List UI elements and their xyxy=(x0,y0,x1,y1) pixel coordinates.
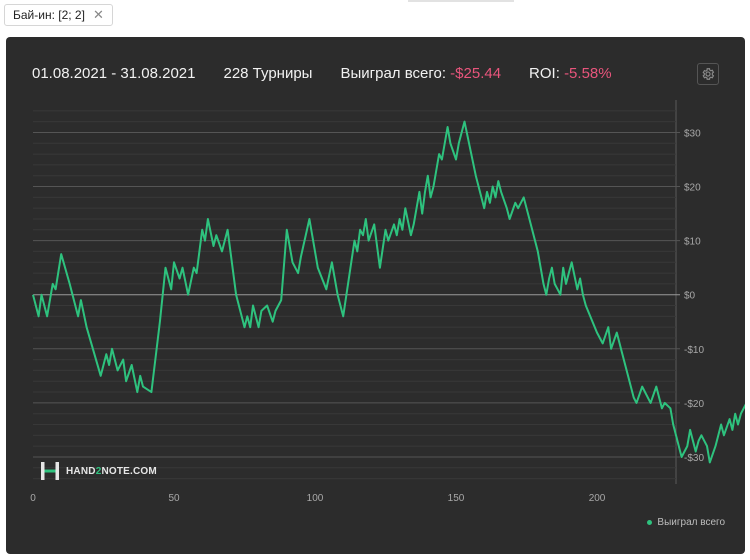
won-total-label: Выиграл всего: xyxy=(340,65,451,82)
stats-bar: 01.08.2021 - 31.08.2021 228 Турниры Выиг… xyxy=(32,65,640,82)
x-tick-label: 0 xyxy=(30,493,36,504)
roi-label: ROI: xyxy=(529,65,565,82)
legend-label: Выиграл всего xyxy=(657,517,725,528)
x-tick-label: 100 xyxy=(307,493,324,504)
cumulative-winnings-chart: $30 $20 $10 $0 -$10 -$20 -$30 0 50 100 150 200 xyxy=(30,100,745,504)
chart-legend: Выиграл всего xyxy=(647,517,725,528)
y-tick-label: $0 xyxy=(684,291,696,302)
legend-dot xyxy=(647,520,653,525)
gear-icon xyxy=(702,68,715,80)
y-tick-label: $30 xyxy=(684,128,701,139)
close-icon[interactable]: ✕ xyxy=(92,7,104,22)
x-tick-label: 200 xyxy=(589,493,606,504)
roi: ROI: -5.58% xyxy=(529,65,612,82)
x-tick-label: 150 xyxy=(448,493,465,504)
chart-panel: 01.08.2021 - 31.08.2021 228 Турниры Выиг… xyxy=(6,37,745,554)
y-tick-label: -$30 xyxy=(684,453,704,464)
date-range: 01.08.2021 - 31.08.2021 xyxy=(32,65,196,82)
tournament-count: 228 Турниры xyxy=(223,65,313,82)
y-tick-label: $20 xyxy=(684,183,701,194)
logo-text-hand: HAND xyxy=(66,465,96,477)
buyin-filter-label: Бай-ин: [2; 2] xyxy=(13,8,85,22)
settings-button[interactable] xyxy=(697,63,719,85)
y-tick-label: -$20 xyxy=(684,399,704,410)
won-total-value: -$25.44 xyxy=(450,65,502,82)
hand2note-logo-icon xyxy=(41,462,59,480)
roi-value: -5.58% xyxy=(564,65,612,82)
series-line xyxy=(32,120,745,464)
y-tick-label: -$10 xyxy=(684,345,704,356)
won-total: Выиграл всего: -$25.44 xyxy=(340,65,501,82)
x-tick-label: 50 xyxy=(168,493,180,504)
buyin-filter-chip[interactable]: Бай-ин: [2; 2] ✕ xyxy=(4,4,113,26)
top-tab-indicator xyxy=(408,0,514,2)
logo-text-2: 2 xyxy=(95,465,102,477)
logo-text-note: NOTE.COM xyxy=(101,465,157,477)
hand2note-logo: HAND 2 NOTE.COM xyxy=(40,461,157,481)
y-tick-label: $10 xyxy=(684,237,701,248)
